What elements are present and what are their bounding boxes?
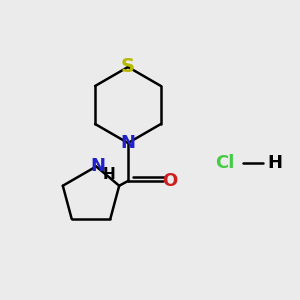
Text: O: O [162, 172, 178, 190]
Text: N: N [91, 158, 106, 175]
Text: Cl: Cl [215, 154, 235, 172]
Text: N: N [121, 134, 136, 152]
Text: H: H [103, 167, 116, 182]
Text: H: H [268, 154, 283, 172]
Text: S: S [121, 58, 135, 76]
